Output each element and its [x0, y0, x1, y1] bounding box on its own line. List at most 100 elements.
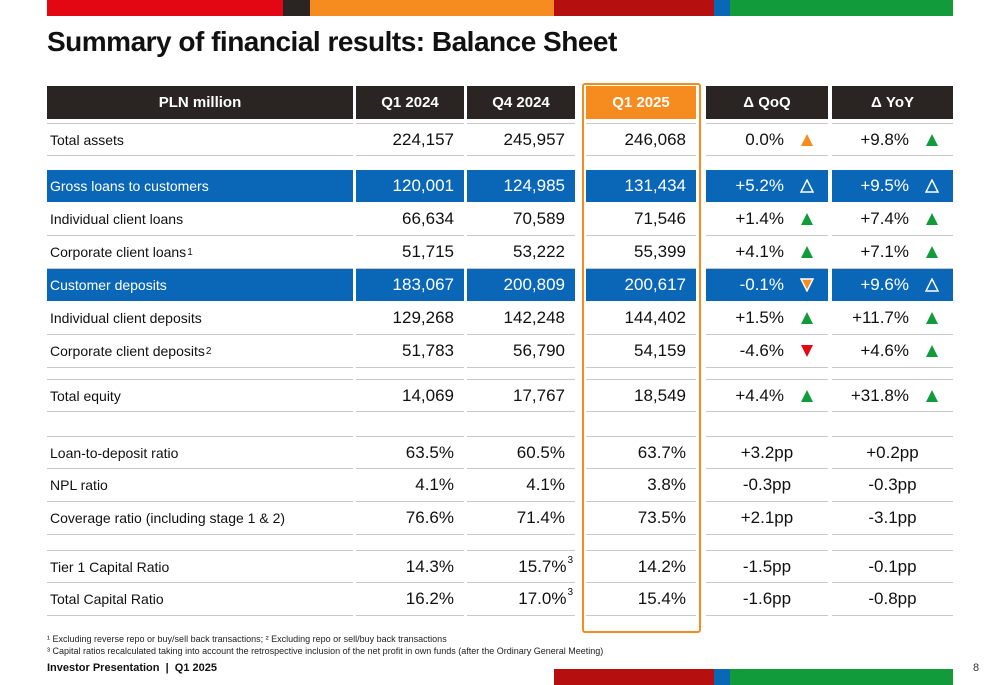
value-q1-2025-text: 131,434 — [624, 176, 686, 195]
value-q1-2024: 76.6% — [356, 502, 464, 535]
table-row-corporate-client-loans: Corporate client loans 1 51,715 53,222 55,39… — [47, 236, 953, 269]
delta-yoy: +0.2pp — [832, 436, 953, 469]
arrow-up-green-icon — [926, 134, 938, 146]
delta-yoy-text: +9.8% — [860, 129, 909, 149]
value-q1-2024: 51,715 — [356, 236, 464, 269]
row-label: Total Capital Ratio — [47, 583, 353, 616]
table-row-total-equity: Total equity 14,069 17,767 18,549 +4.4% +31.8… — [47, 379, 953, 412]
top-brand-bar-orange — [310, 0, 554, 16]
row-label: Gross loans to customers — [47, 170, 353, 203]
value-q4-2024-text: 53,222 — [513, 242, 565, 261]
value-q1-2025-text: 246,068 — [624, 129, 686, 149]
bottom-brand-bar-green — [730, 669, 953, 685]
value-q1-2025-text: 71,546 — [634, 209, 686, 228]
row-label-text: Loan-to-deposit ratio — [50, 444, 179, 461]
row-label: Individual client deposits — [47, 302, 353, 335]
delta-yoy-text: +9.6% — [860, 275, 909, 294]
row-label-text: NPL ratio — [50, 477, 108, 493]
delta-yoy: +31.8% — [832, 379, 953, 412]
value-q1-2025: 63.7% — [586, 436, 696, 469]
delta-qoq-text: +1.5% — [735, 308, 784, 327]
delta-qoq: +3.2pp — [706, 436, 828, 469]
header-q1-2025: Q1 2025 — [586, 86, 696, 119]
value-q1-2024: 51,783 — [356, 335, 464, 368]
delta-qoq-text: +4.1% — [735, 242, 784, 261]
arrow-down-red-icon — [801, 345, 813, 357]
footnote-marker: 1 — [187, 246, 193, 258]
value-q1-2024: 224,157 — [356, 123, 464, 156]
table-row-total-capital-ratio: Total Capital Ratio 16.2% 17.0% 3 15.4% -1.6p… — [47, 583, 953, 616]
value-q1-2025-text: 14.2% — [637, 556, 686, 576]
top-brand-bar-red — [47, 0, 283, 16]
footnote-marker: 3 — [567, 555, 573, 566]
value-q4-2024: 56,790 — [467, 335, 575, 368]
value-q1-2024-text: 224,157 — [392, 129, 454, 149]
row-label: Loan-to-deposit ratio — [47, 436, 353, 469]
row-label: Corporate client deposits 2 — [47, 335, 353, 368]
q1-2025-highlight-frame — [582, 83, 701, 633]
header-q1-2024: Q1 2024 — [356, 86, 464, 119]
bottom-brand-bar-darkred — [554, 669, 714, 685]
arrow-down-orange-icon — [800, 278, 814, 292]
delta-yoy: +9.5% — [832, 170, 953, 203]
value-q1-2025-text: 3.8% — [647, 475, 686, 494]
arrow-up-green-icon — [926, 213, 938, 225]
value-q4-2024: 53,222 — [467, 236, 575, 269]
value-q4-2024-text: 17,767 — [513, 385, 565, 405]
header-label: PLN million — [47, 86, 353, 119]
row-label: Total assets — [47, 123, 353, 156]
table-row-customer-deposits: Customer deposits 183,067 200,809 200,617 -0… — [47, 269, 953, 302]
table-row-individual-client-deposits: Individual client deposits 129,268 142,248… — [47, 302, 953, 335]
value-q1-2024-text: 51,783 — [402, 341, 454, 360]
delta-qoq: +1.5% — [706, 302, 828, 335]
delta-qoq-text: +3.2pp — [740, 442, 794, 462]
row-label-text: Gross loans to customers — [50, 178, 209, 194]
delta-yoy-text: +9.5% — [860, 176, 909, 195]
value-q4-2024: 142,248 — [467, 302, 575, 335]
delta-qoq-text: -0.1% — [739, 275, 784, 294]
value-q1-2025: 18,549 — [586, 379, 696, 412]
header-q4-2024: Q4 2024 — [467, 86, 575, 119]
value-q4-2024: 200,809 — [467, 269, 575, 302]
row-label-text: Total Capital Ratio — [50, 591, 164, 607]
row-label-text: Tier 1 Capital Ratio — [50, 558, 170, 575]
value-q1-2024-text: 183,067 — [392, 275, 454, 294]
arrow-up-green-icon — [926, 345, 938, 357]
value-q1-2024: 14,069 — [356, 379, 464, 412]
footer-presentation-label: Investor Presentation | Q1 2025 — [47, 662, 217, 674]
delta-yoy: -0.3pp — [832, 469, 953, 502]
delta-qoq: +4.4% — [706, 379, 828, 412]
value-q1-2025-text: 144,402 — [624, 308, 686, 327]
arrow-up-outline-icon — [800, 179, 814, 193]
header-delta-qoq: Δ QoQ — [706, 86, 828, 119]
arrow-up-green-icon — [801, 312, 813, 324]
delta-qoq-text: +5.2% — [735, 176, 784, 195]
delta-qoq: +2.1pp — [706, 502, 828, 535]
footnote-2: ³ Capital ratios recalculated taking int… — [47, 646, 604, 656]
delta-qoq: +5.2% — [706, 170, 828, 203]
row-label-text: Individual client loans — [50, 211, 184, 227]
delta-qoq: -4.6% — [706, 335, 828, 368]
table-row-gross-loans: Gross loans to customers 120,001 124,985 13… — [47, 170, 953, 203]
value-q1-2025: 3.8% — [586, 469, 696, 502]
delta-qoq-text: -4.6% — [739, 341, 784, 360]
value-q4-2024: 70,589 — [467, 203, 575, 236]
value-q4-2024-text: 70,589 — [513, 209, 565, 228]
arrow-up-green-icon — [801, 390, 813, 402]
table-row-tier1-capital-ratio: Tier 1 Capital Ratio 14.3% 15.7% 3 14.2% -1.5… — [47, 550, 953, 583]
value-q1-2024: 16.2% — [356, 583, 464, 616]
value-q1-2024-text: 51,715 — [402, 242, 454, 261]
footnote-marker: 2 — [205, 345, 212, 357]
delta-yoy-text: -3.1pp — [868, 508, 917, 527]
row-label: Total equity — [47, 379, 353, 412]
value-q1-2024: 14.3% — [356, 550, 464, 583]
delta-qoq-text: -1.6pp — [742, 589, 792, 608]
value-q4-2024-text: 17.0% — [518, 589, 567, 608]
value-q4-2024-text: 60.5% — [516, 442, 565, 462]
value-q1-2024: 63.5% — [356, 436, 464, 469]
delta-qoq: +1.4% — [706, 203, 828, 236]
delta-yoy: +9.8% — [832, 123, 953, 156]
table-row-individual-client-loans: Individual client loans 66,634 70,589 71,54… — [47, 203, 953, 236]
row-label-text: Customer deposits — [50, 277, 167, 293]
row-label: Corporate client loans 1 — [47, 236, 353, 269]
